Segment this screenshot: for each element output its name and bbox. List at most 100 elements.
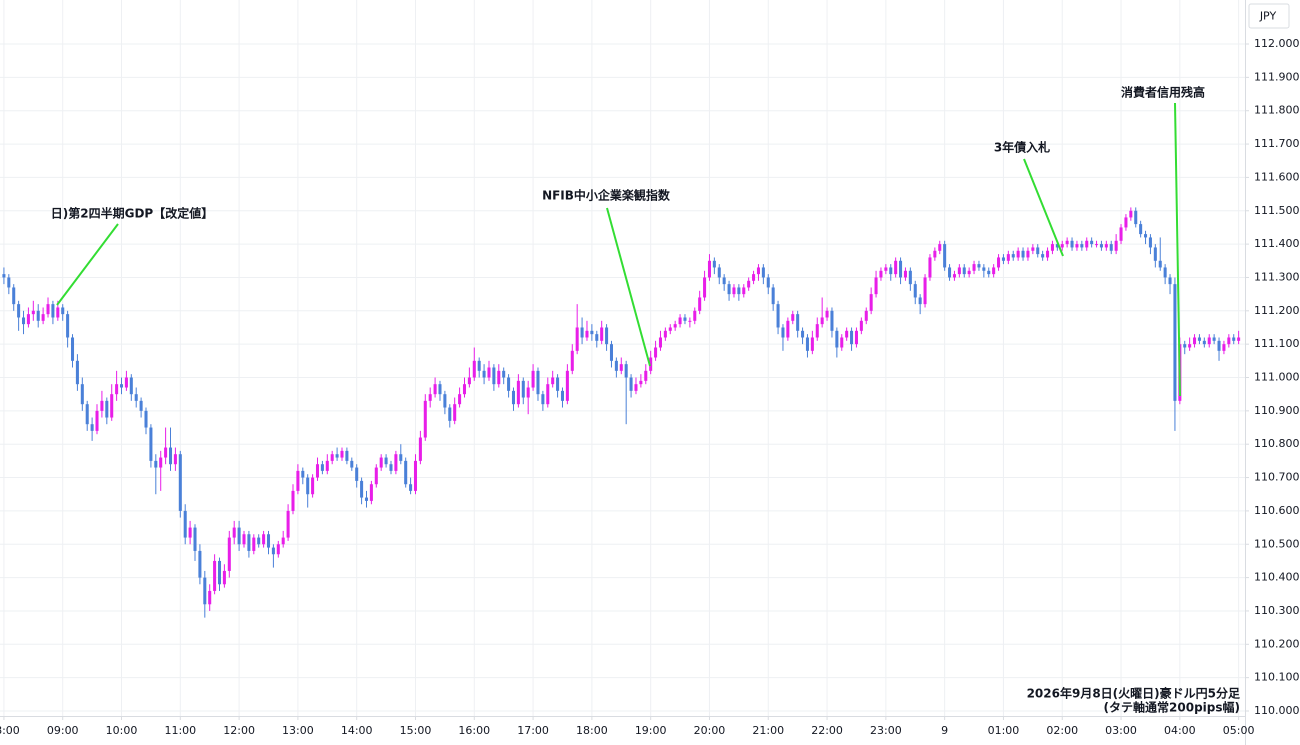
x-tick-label: 15:00 (400, 724, 432, 737)
candle-body (752, 274, 756, 281)
candle-body (1222, 344, 1226, 351)
annotation-line (606, 207, 651, 367)
candle-body (658, 337, 662, 348)
candle-body (1041, 254, 1045, 258)
candle-body (879, 270, 883, 278)
x-tick-label: 08:00 (0, 724, 20, 737)
candle-body (997, 257, 1001, 268)
candle-body (1036, 247, 1040, 255)
annotation-label: NFIB中小企業楽観指数 (542, 188, 671, 203)
candle-body (124, 377, 128, 388)
candle-body (541, 394, 545, 405)
y-tick-label: 111.400 (1254, 237, 1300, 250)
candle-body (257, 537, 261, 545)
candle-body (188, 527, 192, 538)
candle-body (227, 537, 231, 571)
candle-body (531, 370, 535, 388)
candle-body (26, 314, 30, 325)
candle-body (1070, 240, 1074, 248)
candle-body (203, 577, 207, 605)
x-tick-label: 16:00 (458, 724, 490, 737)
annotation-label: 消費者信用残高 (1121, 85, 1205, 100)
candle-body (1207, 337, 1211, 345)
candle-body (678, 317, 682, 325)
candle-body (884, 267, 888, 271)
candle-body (810, 337, 814, 351)
x-tick-label: 19:00 (635, 724, 667, 737)
candle-body (967, 270, 971, 275)
candle-body (717, 267, 721, 278)
candle-body (80, 384, 84, 405)
candle-body (526, 387, 530, 398)
candle-body (12, 287, 16, 305)
candle-body (379, 457, 383, 468)
x-tick-label: 18:00 (576, 724, 608, 737)
candle-body (536, 370, 540, 395)
candle-body (105, 400, 109, 418)
candle-body (796, 314, 800, 331)
y-tick-label: 110.300 (1254, 604, 1300, 617)
candle-body (639, 380, 643, 385)
chart-note: (タテ軸通常200pips幅) (1104, 700, 1240, 715)
candle-body (75, 360, 79, 385)
x-tick-label: 01:00 (988, 724, 1020, 737)
candle-body (56, 307, 60, 318)
candle-body (1148, 237, 1152, 248)
candle-body (46, 304, 50, 315)
candle-body (266, 534, 271, 548)
candle-body (570, 350, 574, 371)
x-tick-label: 04:00 (1164, 724, 1196, 737)
y-tick-label: 111.500 (1254, 204, 1300, 217)
candle-body (766, 277, 770, 288)
currency-label: JPY (1259, 10, 1277, 23)
candle-body (311, 477, 315, 495)
candle-body (894, 260, 898, 275)
y-tick-label: 111.800 (1254, 104, 1300, 117)
candle-body (36, 310, 40, 321)
candle-body (575, 327, 579, 351)
candle-body (987, 270, 991, 275)
candle-body (649, 357, 653, 371)
candle-body (918, 297, 922, 305)
candle-body (1046, 250, 1050, 258)
candle-body (1193, 337, 1197, 345)
candle-body (482, 370, 486, 378)
y-tick-label: 111.000 (1254, 371, 1300, 384)
candle-body (1031, 247, 1035, 251)
candle-body (418, 437, 422, 461)
candle-body (663, 330, 667, 338)
candle-body (1183, 344, 1187, 348)
candle-body (551, 377, 555, 385)
candle-body (600, 327, 604, 341)
candle-body (854, 330, 858, 345)
candle-body (556, 377, 560, 391)
candle-body (1124, 217, 1128, 228)
x-tick-label: 21:00 (752, 724, 784, 737)
candle-body (1065, 240, 1069, 245)
candle-body (183, 510, 187, 538)
candle-body (840, 337, 844, 348)
candle-body (462, 384, 467, 395)
x-tick-label: 11:00 (164, 724, 196, 737)
candle-body (41, 314, 45, 321)
candle-body (448, 407, 452, 421)
candle-body (992, 267, 996, 275)
x-tick-label: 9 (941, 724, 948, 737)
candle-body (291, 490, 295, 511)
candle-body (409, 484, 413, 491)
grid (0, 0, 1245, 716)
candle-body (845, 330, 849, 338)
candle-body (433, 384, 437, 395)
candle-body (467, 377, 471, 385)
candle-body (923, 277, 927, 305)
candle-body (977, 264, 981, 268)
x-tick-label: 17:00 (517, 724, 549, 737)
candle-body (369, 484, 373, 501)
candle-body (776, 304, 780, 328)
candle-body (31, 310, 35, 315)
candle-body (7, 277, 11, 288)
candle-body (727, 284, 731, 295)
candle-body (654, 347, 658, 358)
candle-body (247, 534, 251, 551)
